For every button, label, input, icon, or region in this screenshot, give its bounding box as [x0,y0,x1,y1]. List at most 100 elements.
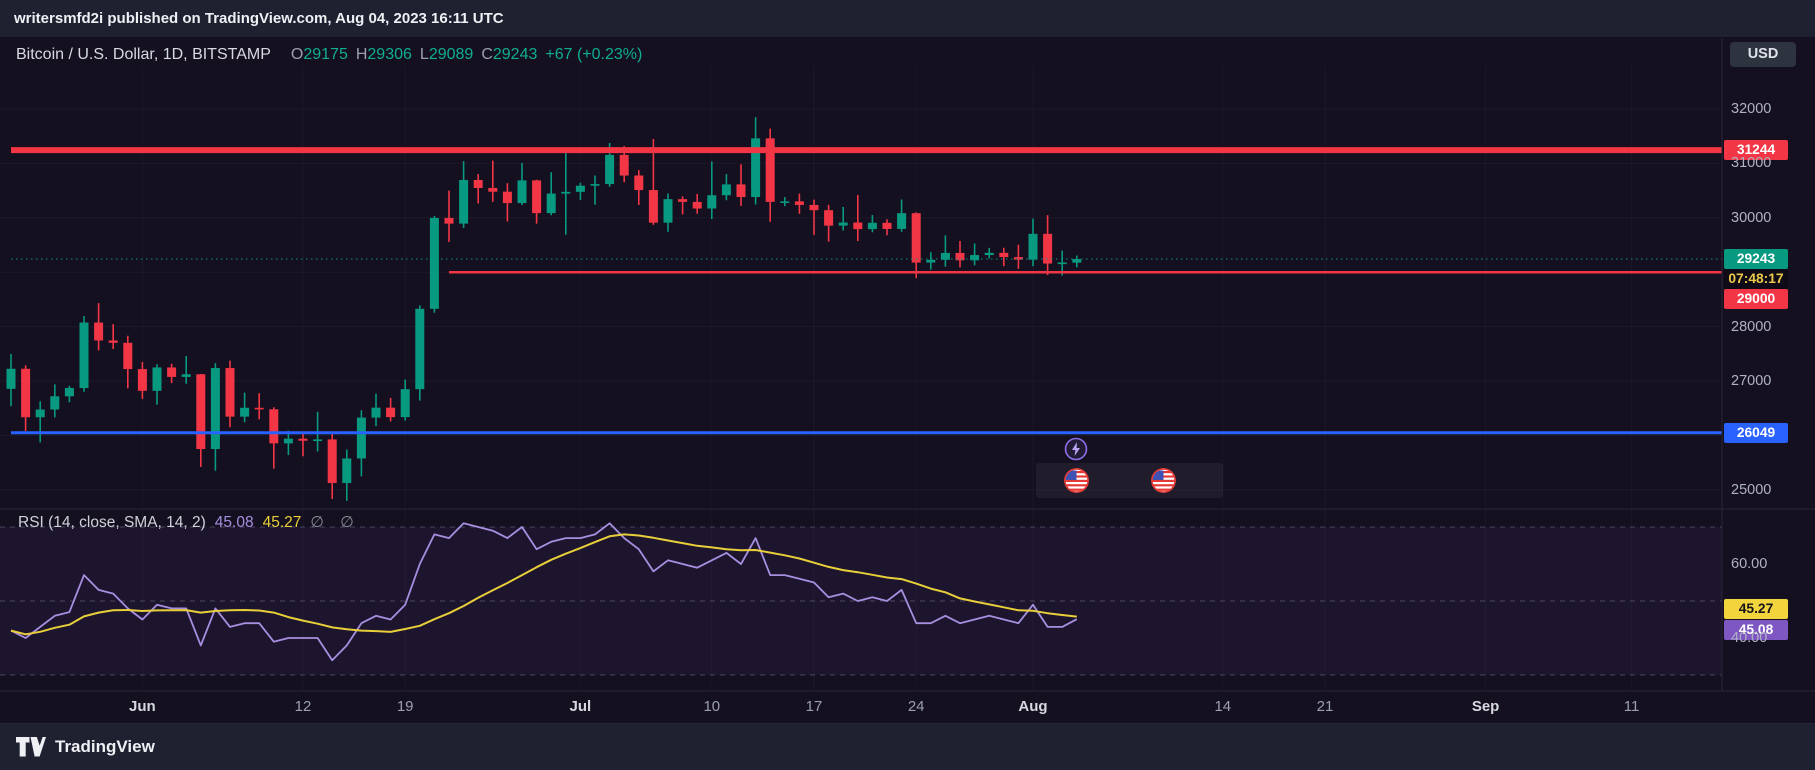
tradingview-logo-icon[interactable] [16,736,46,758]
us-flag-icon[interactable] [1150,467,1177,494]
time-tick-label: Jul [569,698,592,715]
candle-body [240,407,250,417]
candle-body [707,195,717,209]
candle-body [692,201,702,209]
ohlc-open-label: O [290,46,304,63]
candle-body [123,342,133,370]
candle-body [999,252,1009,258]
candle-body [897,213,907,229]
candle-body [502,191,512,204]
attribution-author: writersmfd2i [14,10,104,27]
candle-body [940,252,950,260]
time-tick-label: 10 [703,698,721,715]
candle-body [108,340,118,343]
candle-body [79,322,89,389]
time-tick-label: Jun [129,698,156,715]
candle-body [444,217,454,224]
candle-body [751,138,761,198]
candle-body [64,388,74,397]
candle-body [590,184,600,186]
candle-body [313,439,323,442]
ohlc-close-value: 29243 [492,46,538,63]
candle-body [838,222,848,226]
candle-body [824,210,834,226]
rsi-header: RSI (14, close, SMA, 14, 2) 45.08 45.27 … [18,513,360,532]
candle-body [137,369,147,391]
rsi-sma-value: 45.27 [262,514,302,531]
ohlc-high-value: 29306 [367,46,412,63]
candle-body [371,407,381,418]
candle-body [283,438,293,444]
candle-body [400,389,410,418]
candle-body [1072,258,1082,263]
time-tick-label: Sep [1471,698,1500,715]
last-price-label: 29243 [1724,248,1788,269]
price-tick-label: 28000 [1731,318,1772,335]
brand-name[interactable]: TradingView [55,737,155,756]
candle-body [648,190,658,223]
candle-body [6,368,16,389]
candle-body [342,458,352,484]
candle-body [736,184,746,198]
footer-bar: TradingView [0,723,1815,770]
candle-body [1057,262,1067,265]
candle-body [605,154,615,185]
candle-body [678,199,688,202]
candle-body [167,367,177,377]
time-tick-label: 19 [396,698,414,715]
candle-body [911,213,921,263]
price-tick-label: 31000 [1731,155,1772,172]
candle-body [269,409,279,444]
rsi-tick-label: 40.00 [1731,630,1768,646]
ohlc-open-value: 29175 [303,46,348,63]
rsi-title[interactable]: RSI (14, close, SMA, 14, 2) [18,514,206,531]
candle-body [152,367,162,391]
candle-body [210,368,220,450]
candle-body [386,407,396,418]
price-tick-label: 32000 [1731,101,1772,117]
candle-body [459,179,469,224]
change-value: +67 (+0.23%) [545,46,643,63]
time-tick-label: 14 [1214,698,1232,715]
rsi-hidden-bands: ∅ ∅ [310,514,360,531]
attribution-text: published on TradingView.com, Aug 04, 20… [103,10,504,27]
price-scale[interactable]: 31244 29243 07:48:17 29000 26049 45.27 4… [1722,0,1815,770]
time-axis[interactable]: Jun 12 19 Jul 10 17 24 Aug 14 21 Sep 11 [0,691,1722,723]
price-tick-label: 27000 [1731,373,1772,389]
candle-body [532,180,542,214]
symbol-header: Bitcoin / U.S. Dollar, 1D, BITSTAMP O 291… [16,46,642,64]
candle-body [561,191,571,194]
candle-body [882,222,892,229]
lightning-icon[interactable] [1064,437,1088,461]
candle-body [196,374,206,450]
price-tick-label: 30000 [1731,209,1772,226]
ohlc-high-label: H [355,46,368,63]
ohlc-low-value: 29089 [428,46,474,63]
candle-body [619,154,629,176]
rsi-line [10,522,1078,662]
currency-toggle-button[interactable]: USD [1730,42,1796,67]
symbol-title[interactable]: Bitcoin / U.S. Dollar, 1D, BITSTAMP [16,46,271,63]
candle-body [181,374,191,377]
time-tick-label: 12 [294,698,312,715]
ohlc-close-label: C [481,46,493,63]
candle-body [663,199,673,223]
time-tick-label: 24 [907,698,925,715]
time-tick-label: Aug [1018,698,1048,715]
candle-body [488,187,498,192]
candle-body [955,252,965,261]
rsi-value: 45.08 [214,514,254,531]
attribution-bar: writersmfd2i published on TradingView.co… [0,0,1815,38]
candle-body [809,204,819,211]
candle-body [721,184,731,196]
candle-body [473,179,483,188]
time-tick-label: 11 [1623,698,1640,715]
rsi-sma-label: 45.27 [1724,598,1788,619]
candle-body [94,322,104,341]
price-tick-label: 25000 [1731,481,1772,498]
us-flag-icon[interactable] [1063,467,1090,494]
rsi-value-label: 45.08 [1724,620,1788,641]
candle-body [415,308,425,390]
candle-body [926,259,936,263]
